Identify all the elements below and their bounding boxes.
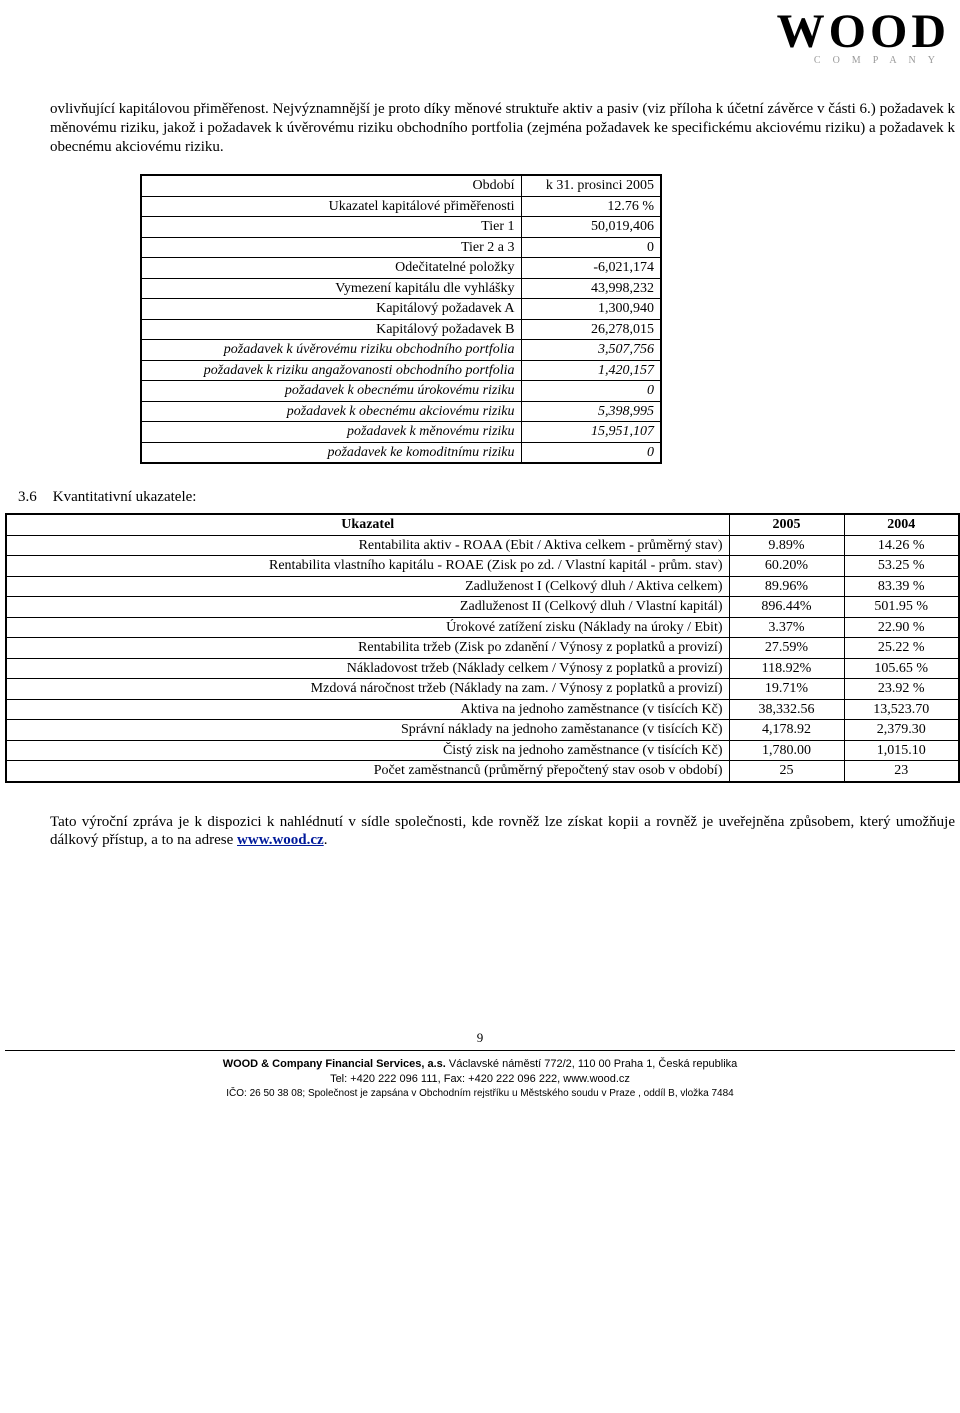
footer-address: Václavské náměstí 772/2, 110 00 Praha 1,… [446,1058,737,1070]
intro-paragraph: ovlivňující kapitálovou přiměřenost. Nej… [50,100,955,156]
table-row-label: požadavek k měnovému riziku [141,422,521,443]
table-row-label: Ukazatel kapitálové přiměřenosti [141,196,521,217]
indicator-2005: 896.44% [729,597,844,618]
indicator-2004: 14.26 % [844,535,959,556]
table-row-label: Odečitatelné položky [141,258,521,279]
table-row-value: 26,278,015 [521,319,661,340]
table-row-label: Tier 1 [141,217,521,238]
table-row-label: požadavek k obecnému akciovému riziku [141,401,521,422]
table-row-value: 5,398,995 [521,401,661,422]
indicator-label: Rentabilita tržeb (Zisk po zdanění / Výn… [6,638,729,659]
footer-company: WOOD & Company Financial Services, a.s. [223,1058,446,1070]
indicator-label: Správní náklady na jednoho zaměstanance … [6,720,729,741]
indicator-2005: 1,780.00 [729,740,844,761]
table-row-value: k 31. prosinci 2005 [521,175,661,196]
indicator-2005: 38,332.56 [729,699,844,720]
indicator-2005: 9.89% [729,535,844,556]
indicator-2004: 501.95 % [844,597,959,618]
table-row-value: 3,507,756 [521,340,661,361]
indicator-2005: 60.20% [729,556,844,577]
indicator-2004: 53.25 % [844,556,959,577]
indicator-2004: 23.92 % [844,679,959,700]
page-number: 9 [5,1030,955,1046]
footer-line-2: Tel: +420 222 096 111, Fax: +420 222 096… [5,1072,955,1087]
col-2005: 2005 [729,514,844,535]
indicator-2005: 118.92% [729,658,844,679]
table-row-value: 0 [521,237,661,258]
section-number: 3.6 [18,488,37,507]
indicator-label: Úrokové zatížení zisku (Náklady na úroky… [6,617,729,638]
table-row-label: požadavek k úvěrovému riziku obchodního … [141,340,521,361]
indicator-2005: 27.59% [729,638,844,659]
indicator-label: Zadluženost I (Celkový dluh / Aktiva cel… [6,576,729,597]
closing-pre: Tato výroční zpráva je k dispozici k nah… [50,814,955,849]
closing-post: . [324,832,328,848]
table-row-value: 1,420,157 [521,360,661,381]
table-row-value: 1,300,940 [521,299,661,320]
indicator-label: Rentabilita vlastního kapitálu - ROAE (Z… [6,556,729,577]
table-row-label: Období [141,175,521,196]
indicator-2004: 22.90 % [844,617,959,638]
table-row-value: 43,998,232 [521,278,661,299]
logo-text: WOOD [730,10,950,53]
company-logo: WOOD COMPANY [730,10,950,66]
closing-paragraph: Tato výroční zpráva je k dispozici k nah… [50,813,955,851]
indicator-2005: 25 [729,761,844,782]
indicator-2005: 3.37% [729,617,844,638]
indicator-label: Rentabilita aktiv - ROAA (Ebit / Aktiva … [6,535,729,556]
indicator-label: Aktiva na jednoho zaměstnance (v tisícíc… [6,699,729,720]
table-row-value: 0 [521,442,661,463]
table-row-label: Tier 2 a 3 [141,237,521,258]
section-heading: 3.6 Kvantitativní ukazatele: [18,488,955,507]
table-row-value: 50,019,406 [521,217,661,238]
table-row-label: Kapitálový požadavek B [141,319,521,340]
indicator-2004: 105.65 % [844,658,959,679]
indicator-label: Zadluženost II (Celkový dluh / Vlastní k… [6,597,729,618]
footer-line-1: WOOD & Company Financial Services, a.s. … [5,1057,955,1072]
table-row-value: 0 [521,381,661,402]
indicator-2005: 89.96% [729,576,844,597]
indicator-2004: 25.22 % [844,638,959,659]
table-row-label: Kapitálový požadavek A [141,299,521,320]
indicator-2004: 1,015.10 [844,740,959,761]
indicator-label: Počet zaměstnanců (průměrný přepočtený s… [6,761,729,782]
indicator-2004: 13,523.70 [844,699,959,720]
indicator-2005: 4,178.92 [729,720,844,741]
indicator-2004: 83.39 % [844,576,959,597]
capital-adequacy-table: Obdobík 31. prosinci 2005Ukazatel kapitá… [140,174,662,464]
indicator-label: Mzdová náročnost tržeb (Náklady na zam. … [6,679,729,700]
footer-line-3: IČO: 26 50 38 08; Společnost je zapsána … [5,1087,955,1101]
indicator-2004: 2,379.30 [844,720,959,741]
wood-cz-link[interactable]: www.wood.cz [237,832,324,848]
indicator-label: Nákladovost tržeb (Náklady celkem / Výno… [6,658,729,679]
page-footer: WOOD & Company Financial Services, a.s. … [5,1050,955,1100]
indicator-2005: 19.71% [729,679,844,700]
table-row-label: požadavek k riziku angažovanosti obchodn… [141,360,521,381]
table-row-label: Vymezení kapitálu dle vyhlášky [141,278,521,299]
table-row-value: -6,021,174 [521,258,661,279]
quantitative-indicators-table: Ukazatel 2005 2004 Rentabilita aktiv - R… [5,513,960,783]
col-indicator: Ukazatel [6,514,729,535]
table-row-value: 15,951,107 [521,422,661,443]
table-row-value: 12.76 % [521,196,661,217]
logo-subtext: COMPANY [730,55,950,66]
table-row-label: požadavek k obecnému úrokovému riziku [141,381,521,402]
section-title: Kvantitativní ukazatele: [53,488,197,507]
col-2004: 2004 [844,514,959,535]
indicator-2004: 23 [844,761,959,782]
table-row-label: požadavek ke komoditnímu riziku [141,442,521,463]
indicator-label: Čistý zisk na jednoho zaměstnance (v tis… [6,740,729,761]
